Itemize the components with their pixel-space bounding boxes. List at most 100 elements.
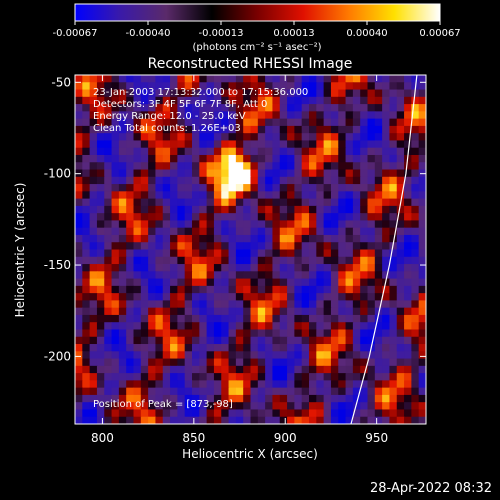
heatmap-cell <box>111 271 120 280</box>
heatmap-cell <box>148 416 157 424</box>
heatmap-cell <box>330 300 339 309</box>
heatmap-cell <box>418 373 426 381</box>
heatmap-cell <box>418 271 426 280</box>
heatmap-cell <box>170 409 178 418</box>
heatmap-cell <box>111 118 120 127</box>
heatmap-cell <box>257 271 266 280</box>
heatmap-cell <box>243 191 252 200</box>
heatmap-cell <box>243 402 252 411</box>
heatmap-cell <box>75 89 83 98</box>
heatmap-cell <box>228 358 237 367</box>
heatmap-cell <box>265 154 274 163</box>
heatmap-cell <box>250 336 259 345</box>
heatmap-cell <box>382 220 391 229</box>
heatmap-cell <box>126 278 135 287</box>
heatmap-cell <box>96 271 105 280</box>
heatmap-cell <box>192 242 200 251</box>
heatmap-cell <box>404 75 412 83</box>
heatmap-cell <box>235 205 244 214</box>
heatmap-cell <box>287 154 295 163</box>
heatmap-cell <box>338 264 347 272</box>
heatmap-cell <box>148 264 157 272</box>
heatmap-cell <box>162 249 171 258</box>
heatmap-cell <box>206 256 215 265</box>
heatmap-cell <box>360 198 369 207</box>
heatmap-cell <box>148 365 157 374</box>
heatmap-cell <box>389 213 398 222</box>
heatmap-cell <box>213 82 222 91</box>
heatmap-cell <box>316 169 325 178</box>
heatmap-cell <box>272 213 281 222</box>
heatmap-cell <box>411 176 420 185</box>
heatmap-cell <box>250 402 259 411</box>
heatmap-cell <box>96 351 105 360</box>
heatmap-cell <box>382 118 391 127</box>
heatmap-cell <box>184 96 193 105</box>
heatmap-cell <box>382 198 391 207</box>
heatmap-cell <box>338 293 347 301</box>
heatmap-cell <box>309 220 317 229</box>
heatmap-cell <box>382 96 391 105</box>
heatmap-cell <box>140 198 149 207</box>
heatmap-cell <box>294 387 303 396</box>
heatmap-cell <box>309 169 317 178</box>
heatmap-cell <box>96 234 105 243</box>
heatmap-cell <box>243 365 252 374</box>
heatmap-cell <box>140 402 149 411</box>
heatmap-cell <box>206 271 215 280</box>
heatmap-cell <box>272 125 281 134</box>
heatmap-cell <box>389 329 398 338</box>
heatmap-cell <box>360 344 369 352</box>
heatmap-cell <box>411 162 420 171</box>
heatmap-cell <box>301 402 310 411</box>
heatmap-cell <box>345 264 354 272</box>
heatmap-cell <box>279 402 288 411</box>
heatmap-cell <box>360 205 369 214</box>
heatmap-cell <box>162 154 171 163</box>
heatmap-cell <box>360 409 369 418</box>
heatmap-cell <box>404 125 412 134</box>
heatmap-cell <box>177 140 186 149</box>
heatmap-cell <box>418 227 426 236</box>
heatmap-cell <box>279 104 288 112</box>
heatmap-cell <box>170 271 178 280</box>
heatmap-cell <box>382 307 391 316</box>
heatmap-cell <box>404 89 412 98</box>
heatmap-cell <box>418 322 426 331</box>
heatmap-cell <box>360 176 369 185</box>
heatmap-cell <box>96 205 105 214</box>
heatmap-cell <box>330 387 339 396</box>
heatmap-cell <box>111 249 120 258</box>
heatmap-cell <box>162 256 171 265</box>
heatmap-cell <box>126 147 135 156</box>
heatmap-cell <box>96 220 105 229</box>
heatmap-cell <box>155 125 164 134</box>
heatmap-cell <box>265 271 274 280</box>
heatmap-cell <box>418 82 426 91</box>
heatmap-cell <box>323 89 332 98</box>
heatmap-cell <box>338 147 347 156</box>
heatmap-cell <box>367 213 376 222</box>
heatmap-cell <box>82 227 91 236</box>
heatmap-cell <box>162 234 171 243</box>
heatmap-cell <box>133 162 142 171</box>
heatmap-cell <box>243 96 252 105</box>
heatmap-cell <box>287 133 295 142</box>
heatmap-cell <box>82 205 91 214</box>
heatmap-cell <box>418 104 426 112</box>
heatmap-cell <box>213 285 222 294</box>
heatmap-cell <box>389 89 398 98</box>
heatmap-cell <box>352 104 361 112</box>
heatmap-cell <box>96 387 105 396</box>
heatmap-cell <box>82 191 91 200</box>
heatmap-cell <box>265 249 274 258</box>
heatmap-cell <box>287 140 295 149</box>
heatmap-cell <box>316 198 325 207</box>
heatmap-cell <box>221 358 230 367</box>
heatmap-cell <box>228 242 237 251</box>
heatmap-cell <box>418 402 426 411</box>
heatmap-cell <box>330 234 339 243</box>
heatmap-cell <box>213 358 222 367</box>
heatmap-cell <box>309 227 317 236</box>
heatmap-cell <box>272 184 281 192</box>
